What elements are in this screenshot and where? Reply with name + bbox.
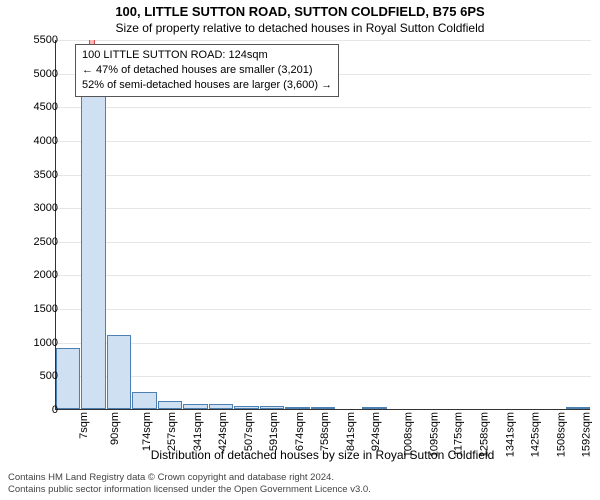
footer-attribution: Contains HM Land Registry data © Crown c… — [8, 472, 592, 496]
y-tick-label: 2500 — [34, 236, 58, 248]
histogram-bar — [132, 392, 157, 409]
gridline — [56, 343, 591, 344]
x-tick-label: 341sqm — [192, 412, 204, 451]
annotation-line-3: 52% of semi-detached houses are larger (… — [82, 78, 332, 93]
x-tick-label: 90sqm — [109, 412, 121, 445]
annotation-line-2: ← 47% of detached houses are smaller (3,… — [82, 63, 332, 78]
x-tick-label: 257sqm — [167, 412, 179, 451]
x-tick-label: 1008sqm — [402, 412, 414, 457]
histogram-bar — [183, 404, 207, 409]
y-tick-label: 4500 — [34, 101, 58, 113]
gridline — [56, 175, 591, 176]
gridline — [56, 242, 591, 243]
footer-line-2: Contains public sector information licen… — [8, 484, 592, 496]
histogram-bar — [158, 401, 182, 409]
x-tick-label: 674sqm — [294, 412, 306, 451]
footer-line-1: Contains HM Land Registry data © Crown c… — [8, 472, 592, 484]
gridline — [56, 141, 591, 142]
histogram-bar — [260, 406, 285, 409]
histogram-bar — [362, 407, 388, 409]
gridline — [56, 107, 591, 108]
x-tick-label: 1425sqm — [530, 412, 542, 457]
gridline — [56, 275, 591, 276]
histogram-bar — [81, 93, 106, 409]
y-tick-label: 1000 — [34, 337, 58, 349]
x-tick-label: 758sqm — [320, 412, 332, 451]
x-tick-label: 924sqm — [370, 412, 382, 451]
x-tick-label: 1508sqm — [555, 412, 567, 457]
gridline — [56, 376, 591, 377]
gridline — [56, 309, 591, 310]
histogram-bar — [566, 407, 590, 409]
y-tick-label: 3500 — [34, 169, 58, 181]
y-tick-label: 2000 — [34, 269, 58, 281]
y-tick-label: 3000 — [34, 202, 58, 214]
x-tick-label: 1095sqm — [429, 412, 441, 457]
x-tick-label: 591sqm — [269, 412, 281, 451]
x-tick-label: 7sqm — [78, 412, 90, 439]
histogram-bar — [285, 407, 309, 409]
y-tick-label: 5500 — [34, 34, 58, 46]
histogram-bar — [234, 406, 258, 409]
gridline — [56, 40, 591, 41]
x-tick-label: 1341sqm — [504, 412, 516, 457]
histogram-bar — [311, 407, 335, 409]
x-tick-label: 507sqm — [243, 412, 255, 451]
histogram-bar — [56, 348, 80, 409]
y-tick-label: 0 — [52, 404, 58, 416]
gridline — [56, 208, 591, 209]
page-subtitle: Size of property relative to detached ho… — [0, 21, 600, 35]
x-tick-label: 841sqm — [345, 412, 357, 451]
y-tick-label: 1500 — [34, 303, 58, 315]
histogram-bar — [209, 404, 234, 409]
x-tick-label: 1175sqm — [452, 412, 464, 456]
y-tick-label: 5000 — [34, 68, 58, 80]
y-tick-label: 4000 — [34, 135, 58, 147]
page-title: 100, LITTLE SUTTON ROAD, SUTTON COLDFIEL… — [0, 4, 600, 19]
x-tick-label: 424sqm — [218, 412, 230, 451]
annotation-line-1: 100 LITTLE SUTTON ROAD: 124sqm — [82, 48, 332, 63]
header: 100, LITTLE SUTTON ROAD, SUTTON COLDFIEL… — [0, 0, 600, 35]
histogram-bar — [107, 335, 131, 409]
chart-annotation-box: 100 LITTLE SUTTON ROAD: 124sqm ← 47% of … — [75, 44, 339, 97]
x-tick-label: 1258sqm — [478, 412, 490, 457]
x-tick-label: 174sqm — [141, 412, 153, 451]
y-tick-label: 500 — [40, 370, 58, 382]
x-tick-label: 1592sqm — [581, 412, 593, 457]
